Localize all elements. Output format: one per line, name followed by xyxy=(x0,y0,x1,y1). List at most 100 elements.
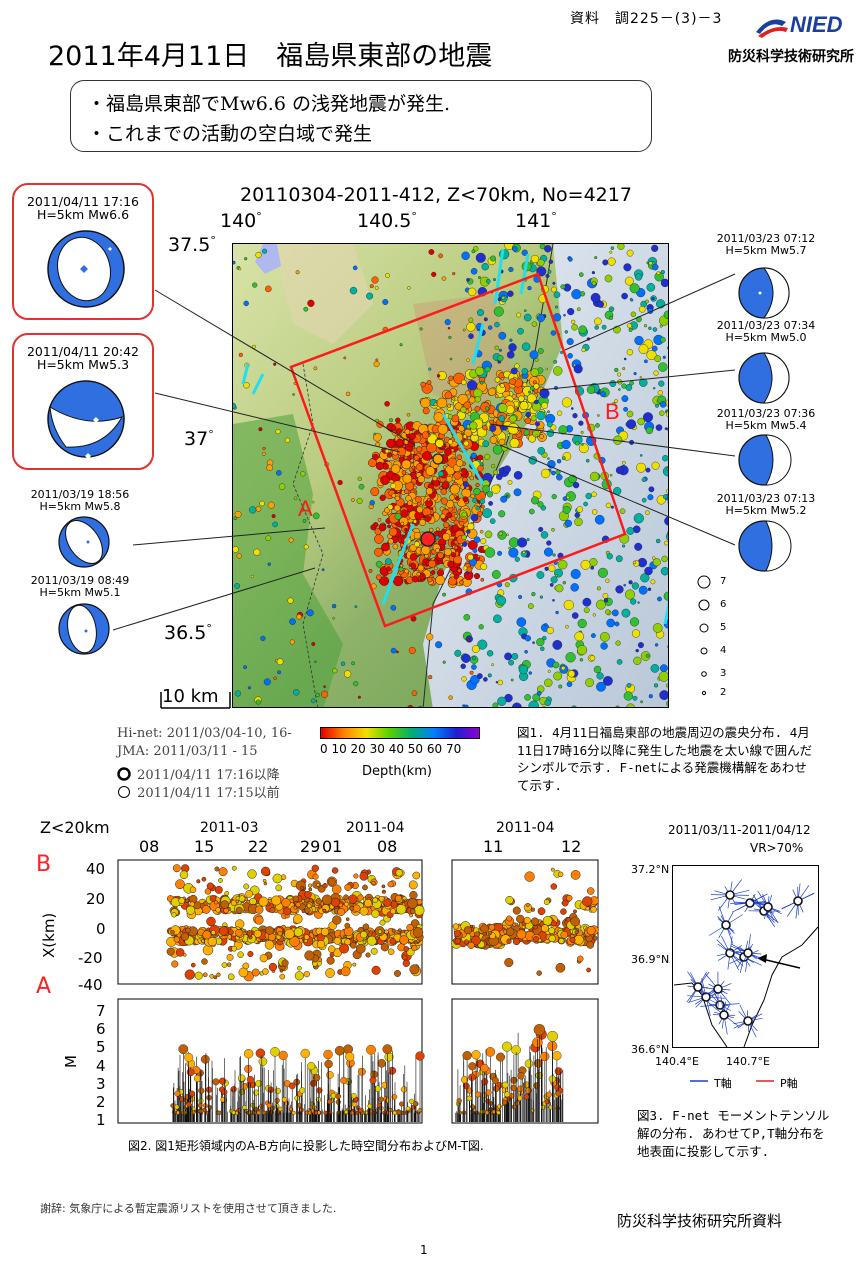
beachball-icon xyxy=(738,267,790,319)
mechanism-info: H=5km Mw5.4 xyxy=(725,419,807,432)
acknowledgement: 謝辞: 気象庁による暫定震源リストを使用させて頂きました. xyxy=(40,1202,337,1215)
beachball-icon xyxy=(738,520,792,572)
x-tick: 20 xyxy=(86,890,106,908)
document-reference: 資料 調225－(3)－3 xyxy=(570,11,723,27)
m-tick: 2 xyxy=(96,1093,106,1111)
lon-tick: 141° xyxy=(515,210,557,232)
day-tick: 15 xyxy=(194,837,215,856)
beachball-icon xyxy=(738,434,792,486)
beachball-icon xyxy=(58,603,110,655)
lake xyxy=(255,244,281,274)
fig3-lon-tick: 140.4°E xyxy=(655,1055,699,1068)
month-label: 2011-04 xyxy=(346,820,405,836)
x-tick: -20 xyxy=(78,949,103,967)
figure3-caption: 図3. F-net モーメントテンソル解の分布. あわせてP,T軸分布を地表面に… xyxy=(637,1108,830,1159)
profile-label-a: A xyxy=(298,496,313,521)
day-tick: 11 xyxy=(483,837,504,856)
fig3-lat-tick: 36.9°N xyxy=(631,953,670,966)
figure2-caption: 図2. 図1矩形領域内のA-B方向に投影した時空間分布およびM-T図. xyxy=(128,1139,484,1153)
mechanism-datetime: 2011/03/19 08:49 xyxy=(30,574,130,587)
figure3-vr: VR>70% xyxy=(750,841,804,855)
map-title: 20110304-2011-412, Z<70km, No=4217 xyxy=(240,184,632,206)
fault-lines xyxy=(241,248,668,625)
mag-legend-label: 6 xyxy=(720,599,727,610)
pt-axis-map xyxy=(672,865,819,1048)
figure1-caption: 図1. 4月11日福島東部の地震周辺の震央分布. 4月11日17時16分以降に発… xyxy=(517,725,813,793)
mechanism-card-highlight: 2011/04/11 17:16 H=5km Mw6.6 xyxy=(12,183,154,320)
m-tick: 5 xyxy=(96,1038,106,1056)
x-tick: 40 xyxy=(86,860,106,878)
day-tick: 22 xyxy=(248,837,269,856)
day-tick: 29 xyxy=(300,837,321,856)
fig3-lat-tick: 37.2°N xyxy=(631,863,670,876)
page-title: 2011年4月11日 福島県東部の地震 xyxy=(48,41,493,72)
fig3-lat-tick: 36.6°N xyxy=(631,1043,670,1056)
mechanism-datetime: 2011/04/11 17:16 xyxy=(26,194,140,209)
mag-legend-label: 5 xyxy=(720,622,727,633)
lat-tick: 37° xyxy=(184,428,214,450)
mt-plot-right xyxy=(451,998,599,1124)
scale-bar xyxy=(160,692,231,709)
thin-circle-icon xyxy=(118,786,130,798)
month-label: 2011-04 xyxy=(496,820,555,836)
mechanism-datetime: 2011/03/23 07:36 xyxy=(716,407,816,420)
profile-end-b: B xyxy=(36,852,52,877)
mechanism-info: H=5km Mw6.6 xyxy=(36,207,130,222)
figure3-date-range: 2011/03/11-2011/04/12 xyxy=(668,823,811,837)
logo-text: NIED xyxy=(790,12,843,37)
beachball-icon xyxy=(47,380,125,459)
footer-organization: 防災科学技術研究所資料 xyxy=(617,1212,783,1230)
mag-legend-label: 4 xyxy=(720,645,727,656)
projection-rectangle xyxy=(289,272,627,628)
mechanism-info: H=5km Mw5.1 xyxy=(39,586,121,599)
x-tick: 0 xyxy=(96,920,106,938)
month-label: 2011-03 xyxy=(200,820,259,836)
epicenter-cloud xyxy=(233,244,668,707)
symbol-legend-after: 2011/04/11 17:16以降 xyxy=(117,764,280,783)
summary-bullet: ・福島県東部でMw6.6 の浅発地震が発生. xyxy=(87,93,451,115)
depth-filter-label: Z<20km xyxy=(40,818,110,837)
colorbar-label: Depth(km) xyxy=(362,764,432,779)
mechanism-datetime: 2011/04/11 20:42 xyxy=(26,344,140,359)
t-axis-legend: T軸 xyxy=(714,1077,732,1090)
colorbar-ticks: 0 10 20 30 40 50 60 70 xyxy=(320,742,462,756)
m-tick: 1 xyxy=(96,1111,106,1129)
m-tick: 3 xyxy=(96,1075,106,1093)
fig3-lon-tick: 140.7°E xyxy=(726,1055,770,1068)
scale-label: 10 km xyxy=(162,686,219,707)
m-tick: 6 xyxy=(96,1020,106,1038)
mag-legend-label: 7 xyxy=(720,576,727,587)
thick-circle-icon xyxy=(117,767,131,781)
p-axis-legend: P軸 xyxy=(780,1077,798,1090)
mag-legend-label: 3 xyxy=(720,668,727,679)
mag-legend-label: 2 xyxy=(720,687,727,698)
day-tick: 12 xyxy=(561,837,582,856)
lat-tick: 37.5° xyxy=(168,234,216,256)
organization-name: 防災科学技術研究所 xyxy=(728,49,854,65)
source-jma: JMA: 2011/03/11 - 15 xyxy=(117,744,258,759)
mechanism-info: H=5km Mw5.8 xyxy=(39,500,121,513)
lon-tick: 140° xyxy=(220,210,262,232)
mechanism-card-highlight: 2011/04/11 20:42 H=5km Mw5.3 xyxy=(12,333,154,470)
summary-bullet: ・これまでの活動の空白域で発生 xyxy=(87,123,373,145)
source-hinet: Hi-net: 2011/03/04-10, 16- xyxy=(117,726,292,741)
beachball-icon xyxy=(47,230,125,308)
nied-logo: NIED xyxy=(752,10,856,40)
lon-tick: 140.5° xyxy=(357,210,417,232)
mechanism-info: H=5km Mw5.2 xyxy=(725,504,807,517)
mechanism-info: H=5km Mw5.3 xyxy=(36,357,130,372)
mechanism-datetime: 2011/03/23 07:12 xyxy=(716,232,816,245)
mechanism-info: H=5km Mw5.0 xyxy=(725,331,807,344)
mechanism-datetime: 2011/03/19 18:56 xyxy=(30,488,130,501)
mechanism-info: H=5km Mw5.7 xyxy=(725,244,807,257)
mechanism-datetime: 2011/03/23 07:13 xyxy=(716,492,816,505)
t-axis-legend-line xyxy=(690,1080,708,1082)
mechanism-datetime: 2011/03/23 07:34 xyxy=(716,319,816,332)
profile-end-a: A xyxy=(36,974,52,999)
x-tick: -40 xyxy=(78,976,103,994)
mechanism-connectors xyxy=(112,273,736,631)
symbol-legend-before: 2011/04/11 17:15以前 xyxy=(117,782,280,801)
day-tick: 01 xyxy=(322,837,343,856)
m-tick: 4 xyxy=(96,1057,106,1075)
